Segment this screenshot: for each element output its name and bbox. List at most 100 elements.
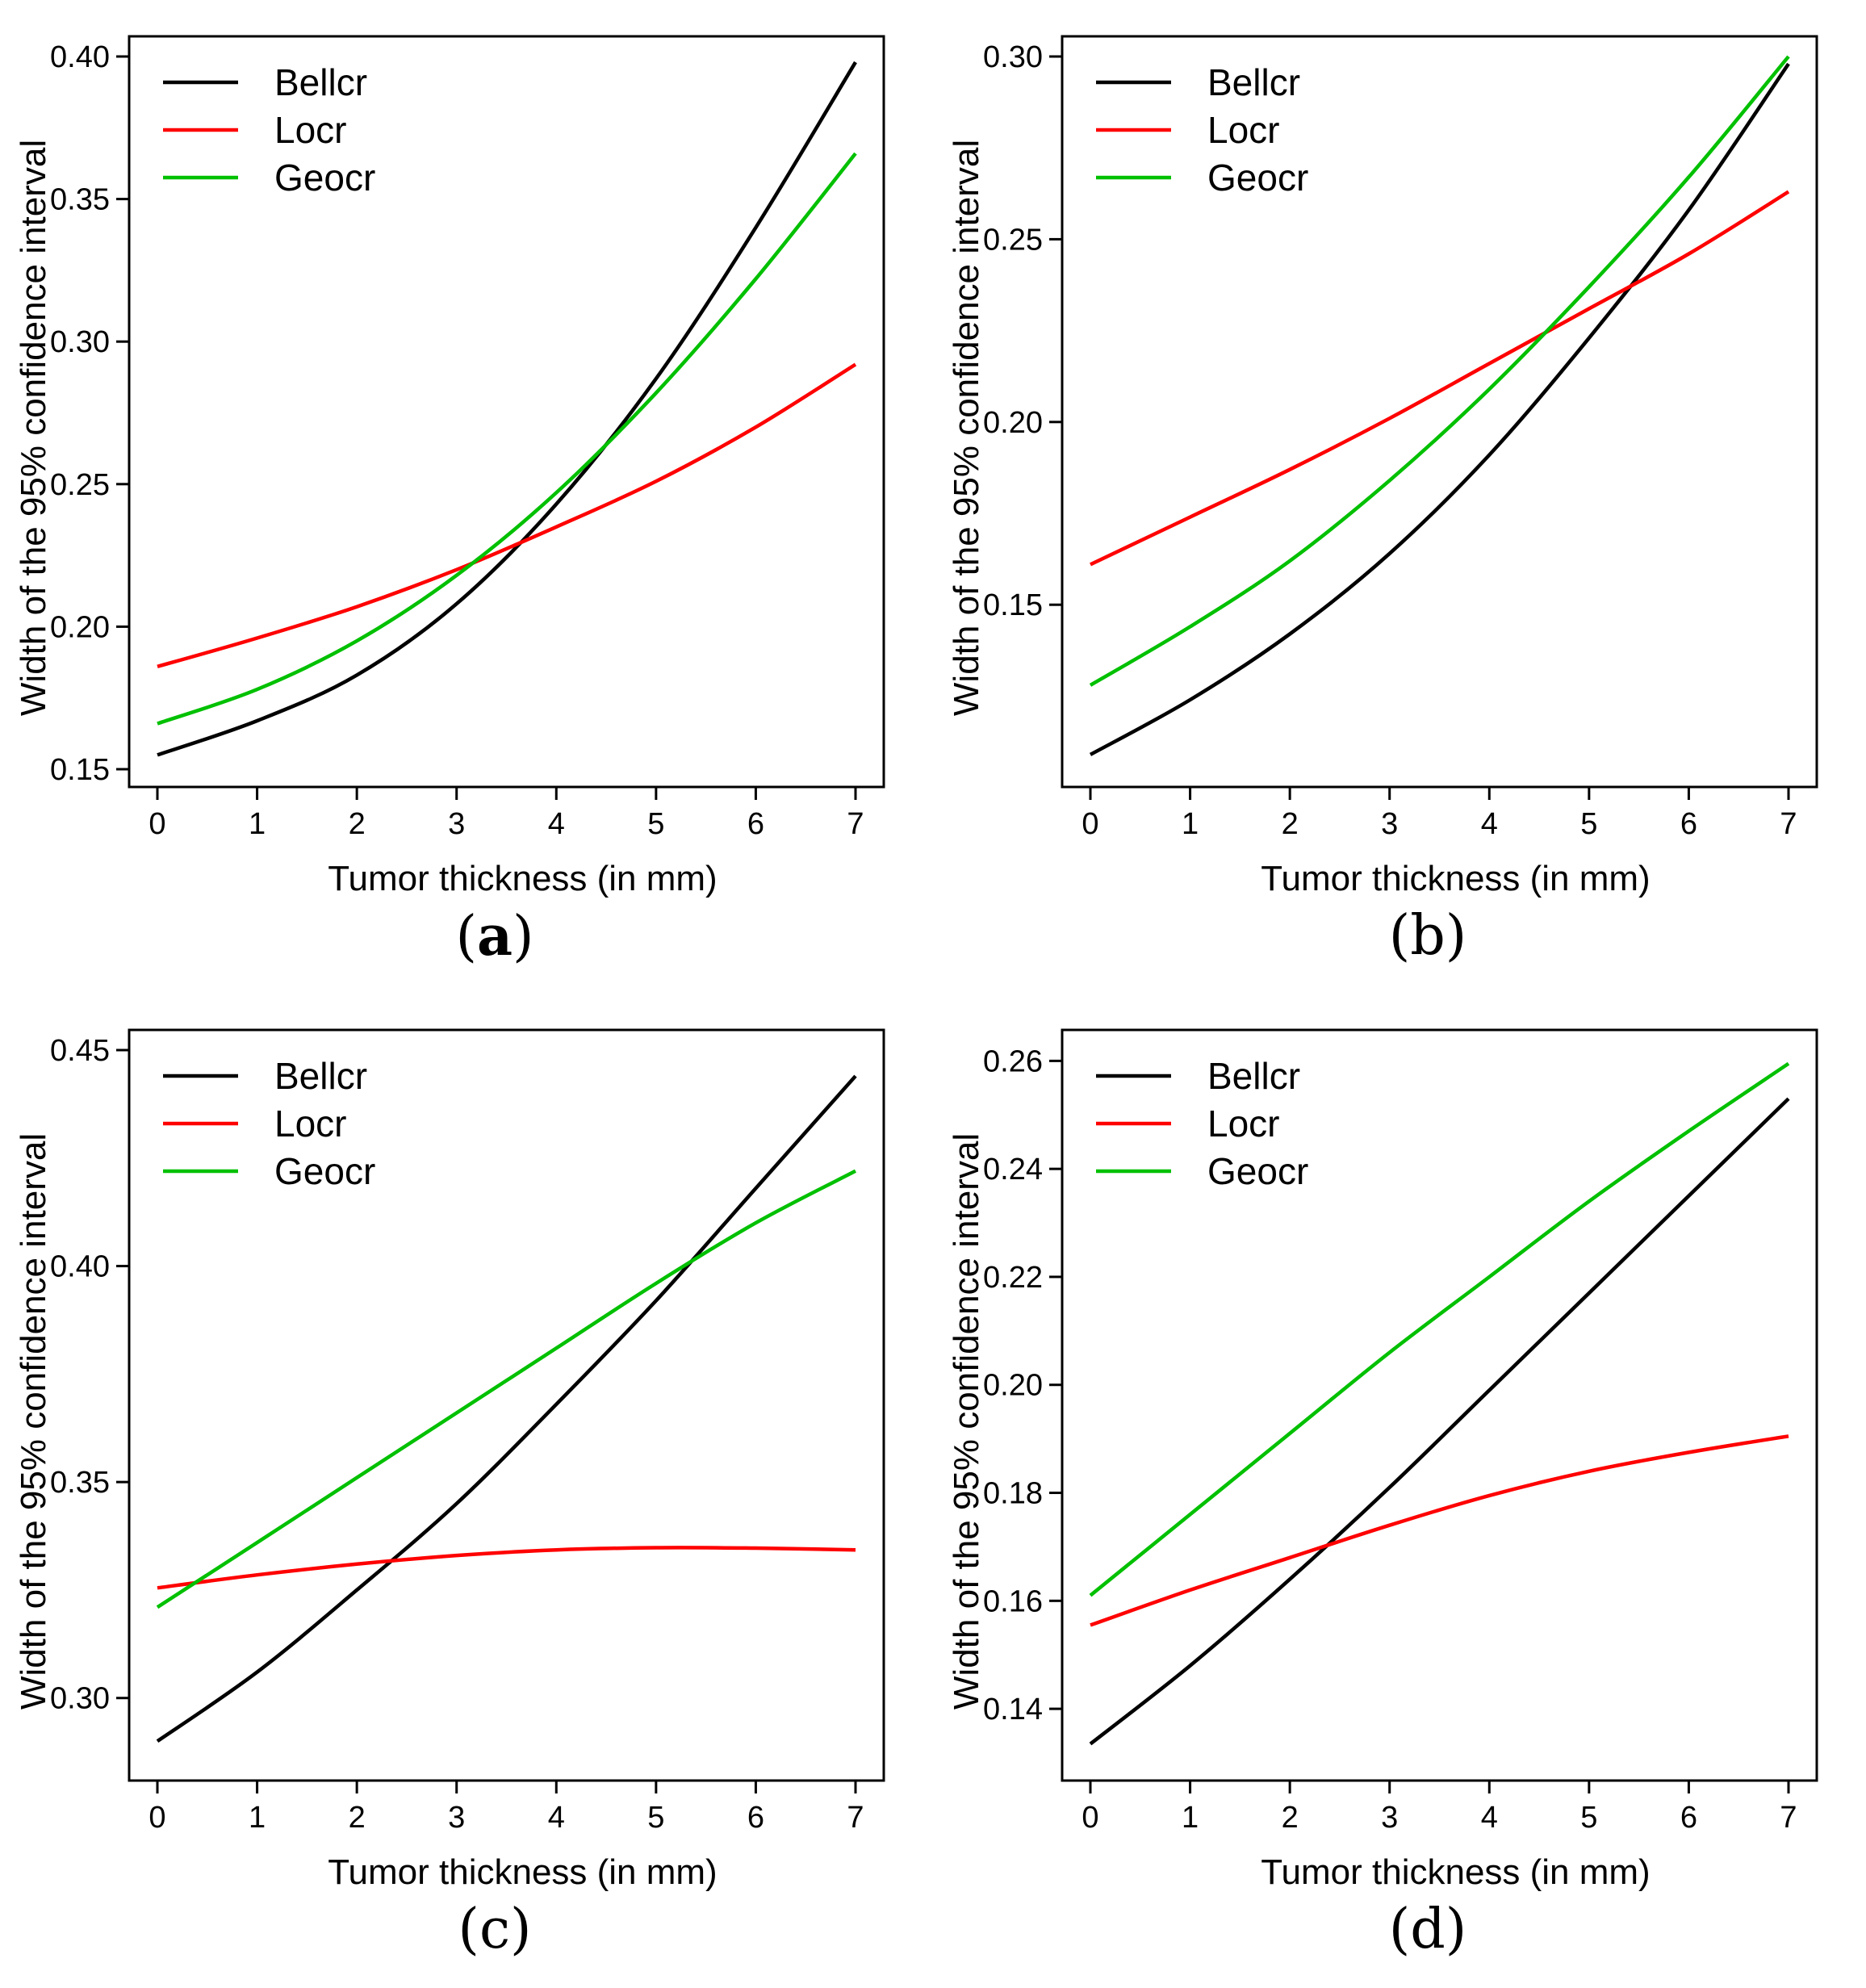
x-axis-title-a: Tumor thickness (in mm): [328, 859, 717, 898]
y-tick-label-c-0: 0.30: [50, 1682, 110, 1716]
chart-d-svg: 0 1 2 3 4 5 6 7 0.14 0.16 0.18 0.20 0.22 0.24 0.26 Tumo…: [947, 1028, 1818, 1892]
legend-label-c-locr: Locr: [274, 1103, 346, 1145]
x-tick-label-d-1: 1: [1182, 1801, 1199, 1835]
x-axis-title-b: Tumor thickness (in mm): [1261, 859, 1650, 898]
legend-label-b-geocr: Geocr: [1207, 157, 1308, 199]
plot-frame-b: [1061, 35, 1818, 789]
x-tick-label-d-2: 2: [1282, 1801, 1299, 1835]
y-axis-title-d: Width of the 95% confidence interval: [947, 1133, 986, 1710]
x-tick-label-a-5: 5: [647, 807, 664, 841]
caption-letter-b: b: [1410, 904, 1446, 968]
panel-a: 0 1 2 3 4 5 6 7 0.15 0.20 0.25 0.30 0.35 0.40 Tumor th…: [0, 0, 933, 994]
series-line-c-geocr: [156, 1169, 857, 1609]
x-tick-label-b-5: 5: [1580, 807, 1597, 841]
series-line-b-bellcr: [1089, 62, 1790, 756]
series-line-d-locr: [1090, 1434, 1789, 1627]
y-tick-label-c-1: 0.35: [50, 1466, 110, 1500]
y-tick-label-c-2: 0.40: [50, 1250, 110, 1284]
x-tick-label-a-2: 2: [349, 807, 366, 841]
y-tick-label-d-0: 0.14: [983, 1693, 1043, 1726]
legend-label-c-geocr: Geocr: [274, 1150, 375, 1192]
x-tick-label-b-2: 2: [1282, 807, 1299, 841]
y-tick-label-d-2: 0.18: [983, 1477, 1043, 1511]
y-tick-label-a-0: 0.15: [50, 753, 110, 787]
legend-label-b-bellcr: Bellcr: [1207, 61, 1300, 103]
x-tick-label-b-7: 7: [1780, 807, 1797, 841]
plot-frame-d: [1061, 1028, 1818, 1782]
y-tick-label-d-4: 0.22: [983, 1261, 1043, 1295]
caption-b: (b): [1388, 904, 1467, 968]
y-tick-label-b-1: 0.20: [983, 406, 1043, 440]
x-tick-label-d-4: 4: [1481, 1801, 1498, 1835]
chart-a-svg: 0 1 2 3 4 5 6 7 0.15 0.20 0.25 0.30 0.35 0.40 Tumor th…: [14, 35, 885, 898]
chart-b-svg: 0 1 2 3 4 5 6 7 0.15 0.20 0.25 0.30 Tumor thickness …: [947, 35, 1818, 898]
x-axis-title-d: Tumor thickness (in mm): [1261, 1852, 1650, 1892]
x-tick-label-b-4: 4: [1481, 807, 1498, 841]
x-tick-label-c-3: 3: [448, 1801, 465, 1835]
y-axis-title-c: Width of the 95% confidence interval: [14, 1133, 53, 1710]
panel-c: 0 1 2 3 4 5 6 7 0.30 0.35 0.40 0.45 Tumor thickness …: [0, 994, 933, 1987]
panel-b: 0 1 2 3 4 5 6 7 0.15 0.20 0.25 0.30 Tumor thickness …: [933, 0, 1866, 994]
series-line-b-geocr: [1089, 55, 1790, 687]
series-line-c-bellcr: [156, 1074, 857, 1743]
x-tick-label-d-5: 5: [1580, 1801, 1597, 1835]
x-tick-label-b-0: 0: [1082, 807, 1098, 841]
x-tick-label-c-6: 6: [747, 1801, 764, 1835]
y-tick-label-d-1: 0.16: [983, 1584, 1043, 1618]
y-tick-label-c-3: 0.45: [50, 1034, 110, 1068]
legend-label-a-geocr: Geocr: [274, 157, 375, 199]
legend-label-d-bellcr: Bellcr: [1207, 1055, 1300, 1097]
y-axis-title-a: Width of the 95% confidence interval: [14, 140, 53, 716]
x-tick-label-c-2: 2: [349, 1801, 366, 1835]
legend-label-d-locr: Locr: [1207, 1103, 1279, 1145]
x-tick-label-a-4: 4: [548, 807, 565, 841]
caption-d: (d): [1388, 1898, 1467, 1961]
x-tick-label-a-7: 7: [847, 807, 864, 841]
y-tick-label-b-0: 0.15: [983, 588, 1043, 622]
caption-letter-c: c: [479, 1898, 511, 1961]
x-tick-label-c-4: 4: [548, 1801, 565, 1835]
caption-letter-d: d: [1410, 1898, 1446, 1961]
caption-a: (a): [455, 904, 534, 969]
legend-label-c-bellcr: Bellcr: [274, 1055, 367, 1097]
series-line-b-locr: [1090, 190, 1790, 567]
plot-frame-c: [128, 1028, 885, 1782]
y-tick-label-a-3: 0.30: [50, 325, 110, 359]
y-tick-label-d-3: 0.20: [983, 1369, 1043, 1403]
series-line-a-locr: [157, 362, 857, 668]
plot-frame-a: [128, 35, 885, 789]
legend-label-a-locr: Locr: [274, 109, 346, 151]
x-axis-title-c: Tumor thickness (in mm): [328, 1852, 717, 1892]
x-tick-label-c-0: 0: [149, 1801, 165, 1835]
legend-label-b-locr: Locr: [1207, 109, 1279, 151]
series-line-c-locr: [157, 1546, 856, 1590]
x-tick-label-d-7: 7: [1780, 1801, 1797, 1835]
y-tick-label-d-6: 0.26: [983, 1044, 1043, 1078]
series-line-a-bellcr: [157, 61, 857, 757]
x-tick-label-a-1: 1: [249, 807, 266, 841]
x-tick-label-b-6: 6: [1680, 807, 1697, 841]
caption-letter-a: a: [476, 904, 513, 969]
y-tick-label-a-4: 0.35: [50, 183, 110, 217]
y-tick-label-a-5: 0.40: [50, 40, 110, 74]
series-line-d-bellcr: [1089, 1097, 1790, 1746]
y-tick-label-a-2: 0.25: [50, 468, 110, 502]
y-tick-label-a-1: 0.20: [50, 610, 110, 644]
x-tick-label-c-1: 1: [249, 1801, 266, 1835]
series-line-a-geocr: [157, 152, 857, 726]
x-tick-label-c-5: 5: [647, 1801, 664, 1835]
y-tick-label-d-5: 0.24: [983, 1153, 1043, 1187]
x-tick-label-a-0: 0: [149, 807, 165, 841]
chart-c-svg: 0 1 2 3 4 5 6 7 0.30 0.35 0.40 0.45 Tumor thickness …: [14, 1028, 885, 1892]
series-line-d-geocr: [1089, 1061, 1790, 1597]
panel-d: 0 1 2 3 4 5 6 7 0.14 0.16 0.18 0.20 0.22 0.24 0.26 Tumo…: [933, 994, 1866, 1987]
y-axis-title-b: Width of the 95% confidence interval: [947, 140, 986, 716]
x-tick-label-d-3: 3: [1381, 1801, 1398, 1835]
legend-label-a-bellcr: Bellcr: [274, 61, 367, 103]
x-tick-label-c-7: 7: [847, 1801, 864, 1835]
x-tick-label-a-3: 3: [448, 807, 465, 841]
y-tick-label-b-3: 0.30: [983, 40, 1043, 74]
x-tick-label-b-3: 3: [1381, 807, 1398, 841]
x-tick-label-d-6: 6: [1680, 1801, 1697, 1835]
